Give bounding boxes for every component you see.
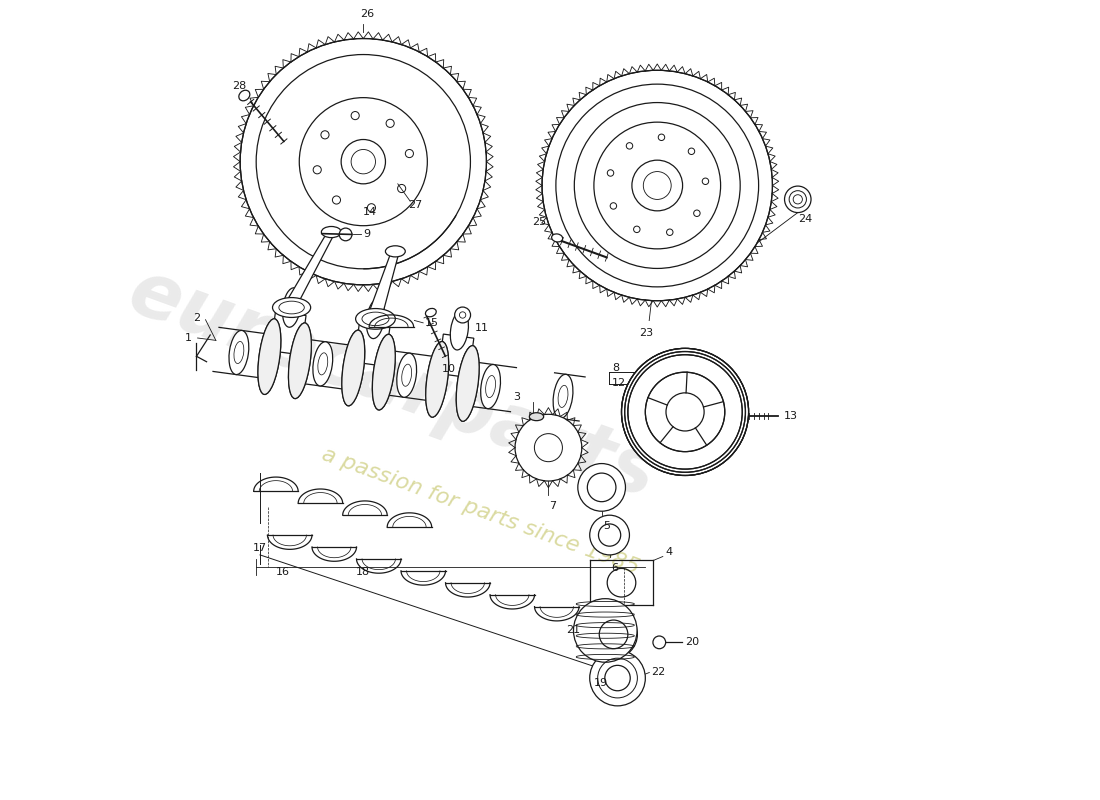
Text: 11: 11 bbox=[474, 323, 488, 333]
Ellipse shape bbox=[312, 342, 332, 386]
Ellipse shape bbox=[258, 319, 280, 394]
Text: 7: 7 bbox=[549, 501, 556, 511]
Polygon shape bbox=[285, 232, 336, 303]
Text: 28: 28 bbox=[232, 81, 246, 91]
Ellipse shape bbox=[283, 288, 300, 327]
Circle shape bbox=[454, 307, 471, 323]
Ellipse shape bbox=[342, 330, 365, 406]
Text: 18: 18 bbox=[355, 567, 370, 577]
Text: 3: 3 bbox=[513, 392, 520, 402]
Text: a passion for parts since 1985: a passion for parts since 1985 bbox=[319, 444, 641, 578]
Text: 2: 2 bbox=[192, 313, 200, 323]
Ellipse shape bbox=[481, 365, 500, 409]
Text: 27: 27 bbox=[408, 200, 422, 210]
Circle shape bbox=[784, 186, 811, 213]
Circle shape bbox=[590, 515, 629, 555]
Ellipse shape bbox=[553, 374, 573, 418]
Polygon shape bbox=[368, 251, 399, 314]
Circle shape bbox=[515, 414, 582, 481]
Polygon shape bbox=[438, 334, 474, 378]
Circle shape bbox=[556, 84, 759, 287]
Text: 17: 17 bbox=[253, 543, 267, 553]
Text: 23: 23 bbox=[639, 329, 652, 338]
Ellipse shape bbox=[426, 342, 449, 417]
Circle shape bbox=[573, 598, 637, 662]
Text: 25: 25 bbox=[532, 217, 546, 227]
Text: 20: 20 bbox=[684, 638, 699, 647]
Circle shape bbox=[339, 228, 352, 241]
Text: 5: 5 bbox=[603, 521, 609, 530]
Ellipse shape bbox=[342, 330, 365, 406]
Ellipse shape bbox=[321, 226, 341, 238]
Polygon shape bbox=[354, 322, 389, 366]
Ellipse shape bbox=[551, 234, 563, 242]
Circle shape bbox=[590, 610, 637, 658]
Ellipse shape bbox=[258, 319, 280, 394]
Ellipse shape bbox=[450, 310, 469, 350]
Text: 4: 4 bbox=[666, 546, 672, 557]
Circle shape bbox=[590, 650, 646, 706]
Ellipse shape bbox=[373, 334, 395, 410]
Ellipse shape bbox=[288, 323, 311, 398]
Circle shape bbox=[256, 54, 471, 269]
Text: eurocarparts: eurocarparts bbox=[119, 254, 667, 514]
Text: 19: 19 bbox=[594, 678, 608, 688]
Ellipse shape bbox=[456, 346, 480, 422]
Ellipse shape bbox=[373, 334, 395, 410]
Ellipse shape bbox=[355, 309, 395, 330]
Circle shape bbox=[240, 38, 486, 285]
Text: 14: 14 bbox=[363, 207, 377, 217]
Circle shape bbox=[621, 348, 749, 475]
Ellipse shape bbox=[529, 413, 543, 421]
Text: 16: 16 bbox=[276, 567, 290, 577]
Ellipse shape bbox=[397, 353, 417, 398]
Ellipse shape bbox=[456, 346, 480, 422]
Text: 15: 15 bbox=[425, 318, 439, 328]
Text: 24: 24 bbox=[799, 214, 813, 224]
Text: 8: 8 bbox=[612, 363, 619, 374]
Text: 13: 13 bbox=[783, 411, 798, 421]
Ellipse shape bbox=[366, 299, 385, 338]
Circle shape bbox=[653, 636, 666, 649]
Text: 6: 6 bbox=[610, 563, 618, 573]
Text: 22: 22 bbox=[651, 666, 666, 677]
Text: 12: 12 bbox=[612, 378, 626, 387]
Ellipse shape bbox=[229, 330, 249, 374]
Ellipse shape bbox=[426, 309, 437, 317]
Circle shape bbox=[578, 463, 626, 511]
Text: 21: 21 bbox=[566, 626, 580, 635]
Text: 9: 9 bbox=[363, 230, 371, 239]
Ellipse shape bbox=[426, 342, 449, 417]
Text: 1: 1 bbox=[185, 333, 192, 343]
Text: 26: 26 bbox=[360, 9, 374, 18]
Ellipse shape bbox=[239, 90, 250, 101]
Polygon shape bbox=[271, 311, 306, 355]
Ellipse shape bbox=[273, 298, 310, 318]
Ellipse shape bbox=[288, 323, 311, 398]
Text: 10: 10 bbox=[442, 364, 456, 374]
Ellipse shape bbox=[385, 246, 405, 257]
Circle shape bbox=[542, 70, 772, 301]
